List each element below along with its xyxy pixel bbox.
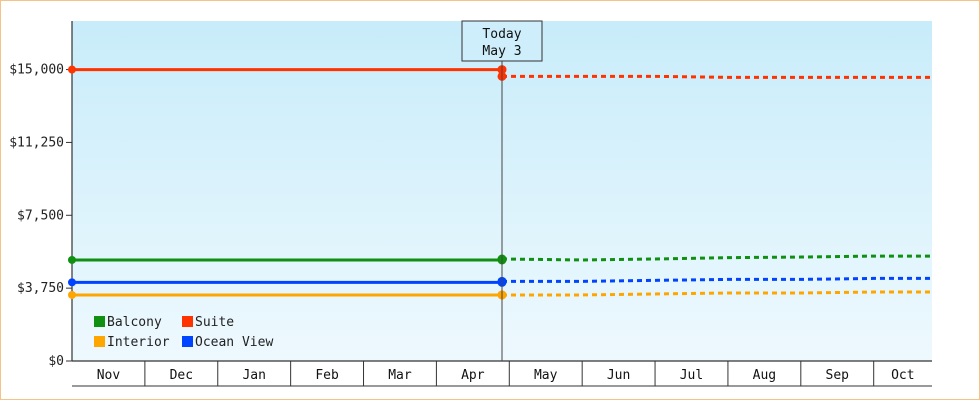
month-label: Mar bbox=[388, 368, 412, 383]
legend-swatch bbox=[94, 316, 105, 327]
today-label-box bbox=[461, 20, 543, 62]
today-marker: Today May 3 bbox=[461, 20, 543, 361]
y-tick-label: $3,750 bbox=[17, 281, 64, 296]
legend-swatch bbox=[182, 336, 193, 347]
series-start-point bbox=[68, 65, 76, 74]
series-start-point bbox=[68, 278, 76, 287]
y-tick-label: $15,000 bbox=[9, 63, 64, 78]
legend-label: Ocean View bbox=[195, 335, 273, 350]
month-label: Apr bbox=[461, 368, 485, 383]
series-forecast-line bbox=[501, 254, 932, 262]
today-label-line1: Today bbox=[482, 27, 521, 42]
series-forecast-line bbox=[502, 290, 932, 297]
axes: $0 $3,750 $7,500 $11,250 $15,000 Nov Dec Jan Feb… bbox=[9, 21, 932, 387]
today-label-line2: May 3 bbox=[482, 44, 521, 59]
y-tick-label: $11,250 bbox=[9, 135, 64, 150]
month-label: Aug bbox=[753, 368, 776, 383]
month-label: Sep bbox=[826, 368, 850, 383]
month-label: Nov bbox=[97, 368, 121, 383]
month-label: Jun bbox=[607, 368, 630, 383]
series-forecast-line bbox=[502, 74, 932, 79]
y-tick-label: $7,500 bbox=[17, 208, 64, 223]
legend-swatch bbox=[94, 336, 105, 347]
month-label: Jul bbox=[680, 368, 703, 383]
month-label: Feb bbox=[315, 368, 339, 383]
y-tick-label: $0 bbox=[48, 354, 64, 369]
legend-label: Interior bbox=[107, 335, 170, 350]
legend: Balcony Suite Interior Ocean View bbox=[94, 315, 273, 350]
legend-swatch bbox=[182, 316, 193, 327]
month-label: May bbox=[534, 368, 558, 383]
month-label: Dec bbox=[170, 368, 193, 383]
series-start-point bbox=[68, 255, 76, 264]
series-forecast-line bbox=[502, 276, 932, 283]
series-start-point bbox=[68, 290, 76, 299]
legend-label: Balcony bbox=[107, 315, 162, 330]
month-label: Oct bbox=[891, 368, 914, 383]
month-label: Jan bbox=[242, 368, 265, 383]
series-lines bbox=[68, 65, 932, 300]
legend-label: Suite bbox=[195, 315, 234, 330]
